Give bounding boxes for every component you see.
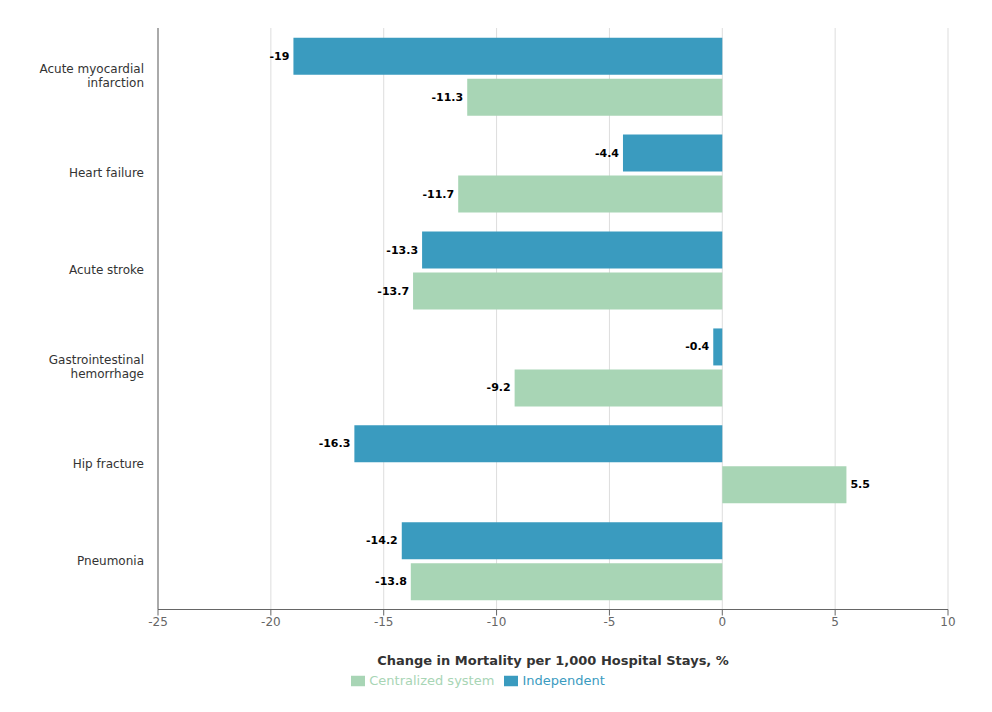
svg-text:-10: -10	[487, 615, 507, 629]
svg-text:5: 5	[831, 615, 839, 629]
svg-text:Change in Mortality per 1,000: Change in Mortality per 1,000 Hospital S…	[377, 653, 729, 668]
svg-text:-13.8: -13.8	[375, 575, 407, 588]
svg-text:-0.4: -0.4	[685, 340, 709, 353]
svg-text:0: 0	[718, 615, 726, 629]
svg-text:-20: -20	[261, 615, 281, 629]
svg-text:-13.7: -13.7	[377, 285, 409, 298]
svg-text:-9.2: -9.2	[487, 381, 511, 394]
svg-text:-11.3: -11.3	[432, 91, 464, 104]
svg-text:-19: -19	[270, 50, 290, 63]
svg-text:10: 10	[940, 615, 955, 629]
svg-text:Acute stroke: Acute stroke	[69, 263, 144, 277]
svg-text:-16.3: -16.3	[319, 437, 351, 450]
svg-text:Heart failure: Heart failure	[69, 166, 144, 180]
svg-text:Gastrointestinalhemorrhage: Gastrointestinalhemorrhage	[49, 353, 144, 381]
svg-text:-5: -5	[603, 615, 615, 629]
svg-text:-4.4: -4.4	[595, 147, 619, 160]
svg-text:-25: -25	[148, 615, 168, 629]
svg-text:Acute myocardialinfarction: Acute myocardialinfarction	[39, 62, 144, 90]
svg-text:5.5: 5.5	[850, 478, 870, 491]
svg-text:Hip fracture: Hip fracture	[73, 457, 144, 471]
svg-text:Pneumonia: Pneumonia	[77, 554, 144, 568]
svg-text:-14.2: -14.2	[366, 534, 398, 547]
svg-text:-13.3: -13.3	[386, 244, 418, 257]
svg-text:-15: -15	[374, 615, 394, 629]
svg-text:-11.7: -11.7	[422, 188, 454, 201]
html-text:Centralized system: Centralized system	[369, 672, 495, 688]
html-text:Independent: Independent	[522, 672, 605, 688]
